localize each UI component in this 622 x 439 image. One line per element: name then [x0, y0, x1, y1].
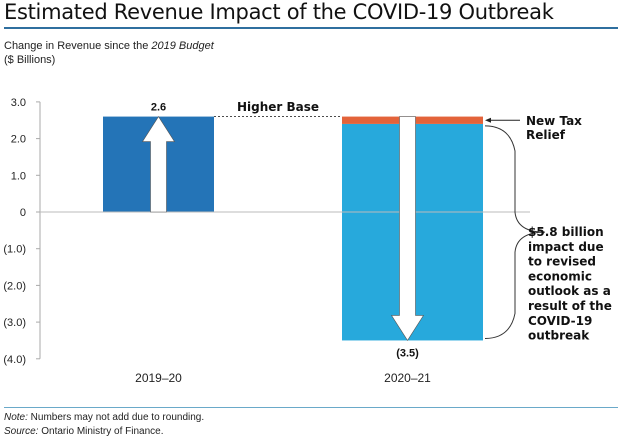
y-tick-label: 2.0 — [11, 134, 26, 146]
chart-title: Estimated Revenue Impact of the COVID-19… — [4, 0, 554, 24]
y-tick-label: (2.0) — [3, 280, 26, 292]
impact-label-line: result of the — [528, 299, 612, 313]
source-label: Source: — [4, 426, 39, 437]
impact-label-line: $5.8 billion — [528, 225, 604, 239]
title-rule — [4, 27, 618, 29]
subtitle-units: ($ Billions) — [4, 54, 56, 66]
y-tick-label: 1.0 — [11, 170, 26, 182]
up-arrow — [141, 116, 176, 213]
down-arrow — [390, 116, 425, 342]
impact-label-line: economic — [528, 269, 592, 283]
footer-rule — [4, 407, 618, 408]
tax-relief-label: Relief — [526, 128, 566, 142]
impact-label-line: outlook as a — [528, 284, 611, 298]
y-tick-label: (4.0) — [3, 354, 26, 366]
subtitle-prefix: Change in Revenue since the — [4, 40, 152, 52]
subtitle-italic: 2019 Budget — [151, 40, 214, 52]
impact-label-line: COVID-19 — [528, 314, 592, 328]
chart-subtitle: Change in Revenue since the 2019 Budget … — [4, 39, 214, 67]
note-label: Note: — [4, 412, 28, 423]
impact-label-line: to revised — [528, 255, 596, 269]
data-label-2020-21: (3.5) — [396, 347, 419, 359]
impact-label-line: impact due — [528, 240, 604, 254]
footer: Note: Numbers may not add due to roundin… — [4, 411, 204, 439]
x-tick-label: 2020–21 — [384, 371, 431, 385]
impact-label-line: outbreak — [528, 329, 590, 343]
tax-relief-label: New Tax — [526, 114, 582, 128]
y-tick-label: 3.0 — [11, 97, 26, 109]
note-text: Numbers may not add due to rounding. — [27, 412, 205, 423]
tax-relief-arrowhead — [485, 117, 491, 123]
higher-base-label: Higher Base — [237, 100, 319, 114]
y-tick-label: 0 — [20, 207, 26, 219]
x-tick-label: 2019–20 — [135, 371, 182, 385]
y-tick-label: (3.0) — [3, 317, 26, 329]
y-tick-label: (1.0) — [3, 244, 26, 256]
source-text: Ontario Ministry of Finance. — [38, 426, 164, 437]
impact-brace — [484, 125, 546, 339]
data-label-2019-20: 2.6 — [151, 102, 166, 114]
